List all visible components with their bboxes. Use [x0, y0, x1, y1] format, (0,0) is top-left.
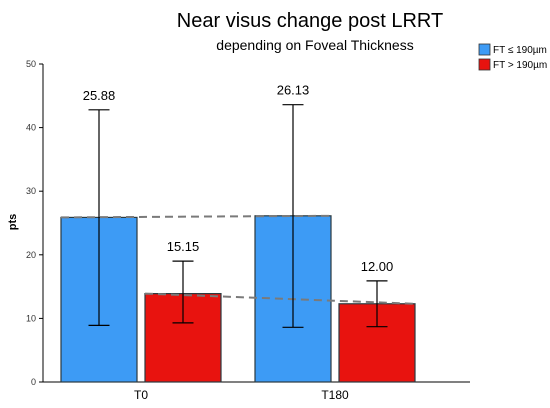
- legend-swatch: [478, 58, 491, 71]
- chart-title: Near visus change post LRRT: [177, 10, 443, 32]
- y-tick-label: 40: [26, 123, 36, 133]
- data-label: 12.00: [361, 259, 394, 274]
- legend-swatch: [478, 43, 491, 56]
- data-label: 15.15: [167, 239, 200, 254]
- trend-line: [60, 214, 332, 219]
- x-tick-label: T0: [134, 388, 148, 402]
- y-axis-label: pts: [7, 214, 19, 231]
- trend-line: [144, 292, 416, 305]
- y-tick-label: 10: [26, 313, 36, 323]
- y-tick-label: 20: [26, 250, 36, 260]
- y-tick-label: 50: [26, 59, 36, 69]
- legend-label: FT ≤ 190µm: [493, 45, 547, 56]
- data-label: 25.88: [83, 88, 116, 103]
- bar: [338, 303, 416, 383]
- plot-area: 0 10 20 30 40 50 T0 T180 25.88 26.13 15.15 12.00: [26, 59, 470, 402]
- legend: FT ≤ 190µm FT > 190µm: [478, 43, 547, 71]
- y-tick-label: 0: [31, 377, 36, 387]
- data-label: 26.13: [277, 83, 310, 98]
- chart-subtitle: depending on Foveal Thickness: [216, 37, 413, 53]
- x-tick-label: T180: [321, 388, 349, 402]
- legend-label: FT > 190µm: [493, 60, 547, 71]
- y-tick-label: 30: [26, 186, 36, 196]
